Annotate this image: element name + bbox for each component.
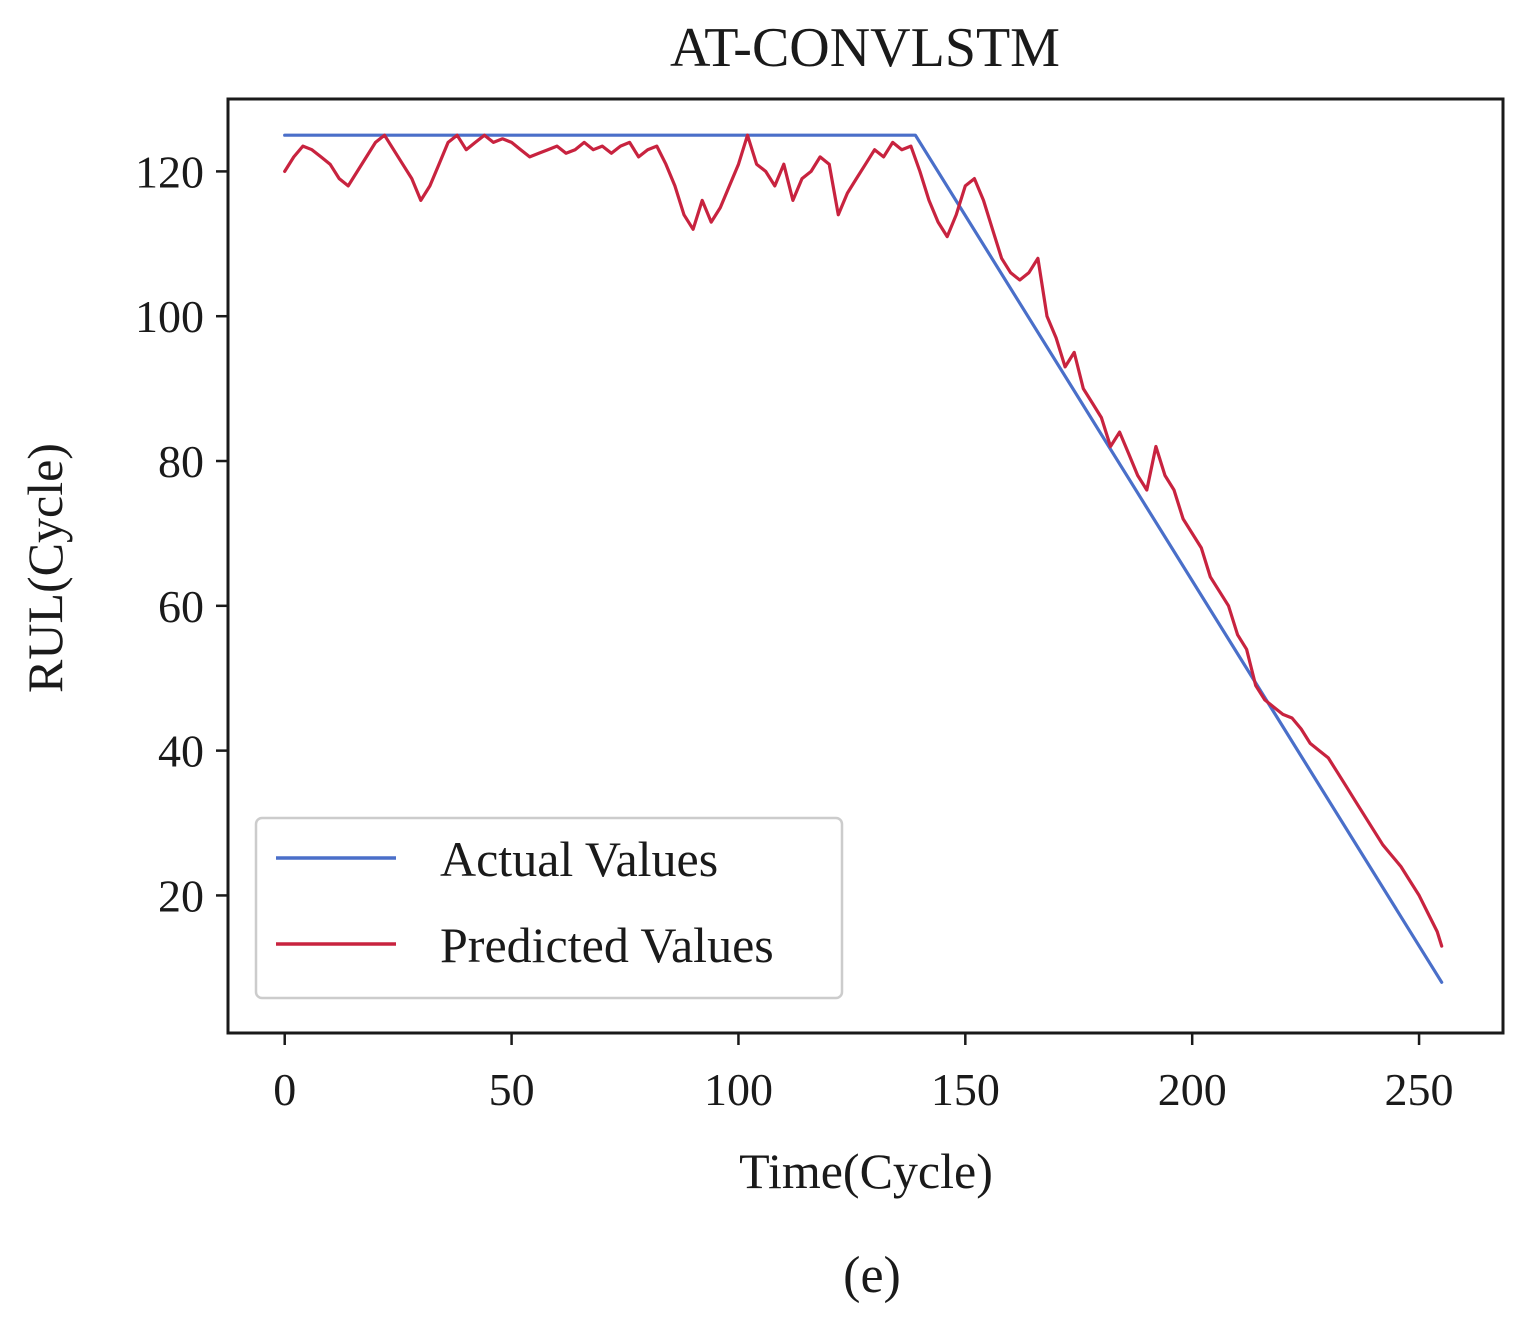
legend-label-actual: Actual Values [440,831,718,887]
y-tick-label-60: 60 [158,581,204,632]
series-line-predicted [283,133,1444,948]
x-axis-label: Time(Cycle) [739,1143,993,1199]
x-tick-label-150: 150 [931,1064,1000,1115]
y-axis-label: RUL(Cycle) [17,443,73,693]
plot-frame [226,97,1505,1035]
x-tick-label-200: 200 [1158,1064,1227,1115]
series-layer [283,133,1444,984]
y-tick-label-100: 100 [135,291,204,342]
y-tick-label-120: 120 [135,146,204,197]
figure-caption: (e) [843,1247,901,1304]
y-tick-label-80: 80 [158,436,204,487]
y-axis-ticks: 20 40 60 80 100 120 [135,146,228,921]
legend-label-predicted: Predicted Values [440,917,774,973]
legend-frame [254,816,844,1000]
x-tick-label-50: 50 [489,1064,535,1115]
legend: Actual Values Predicted Values [254,816,844,1000]
x-axis-ticks: 0 50 100 150 200 250 [273,1033,1454,1115]
x-tick-label-100: 100 [704,1064,773,1115]
y-tick-label-20: 20 [158,870,204,921]
y-tick-label-40: 40 [158,726,204,777]
chart-title: AT-CONVLSTM [670,17,1060,79]
x-tick-label-250: 250 [1385,1064,1454,1115]
x-tick-label-0: 0 [273,1064,296,1115]
